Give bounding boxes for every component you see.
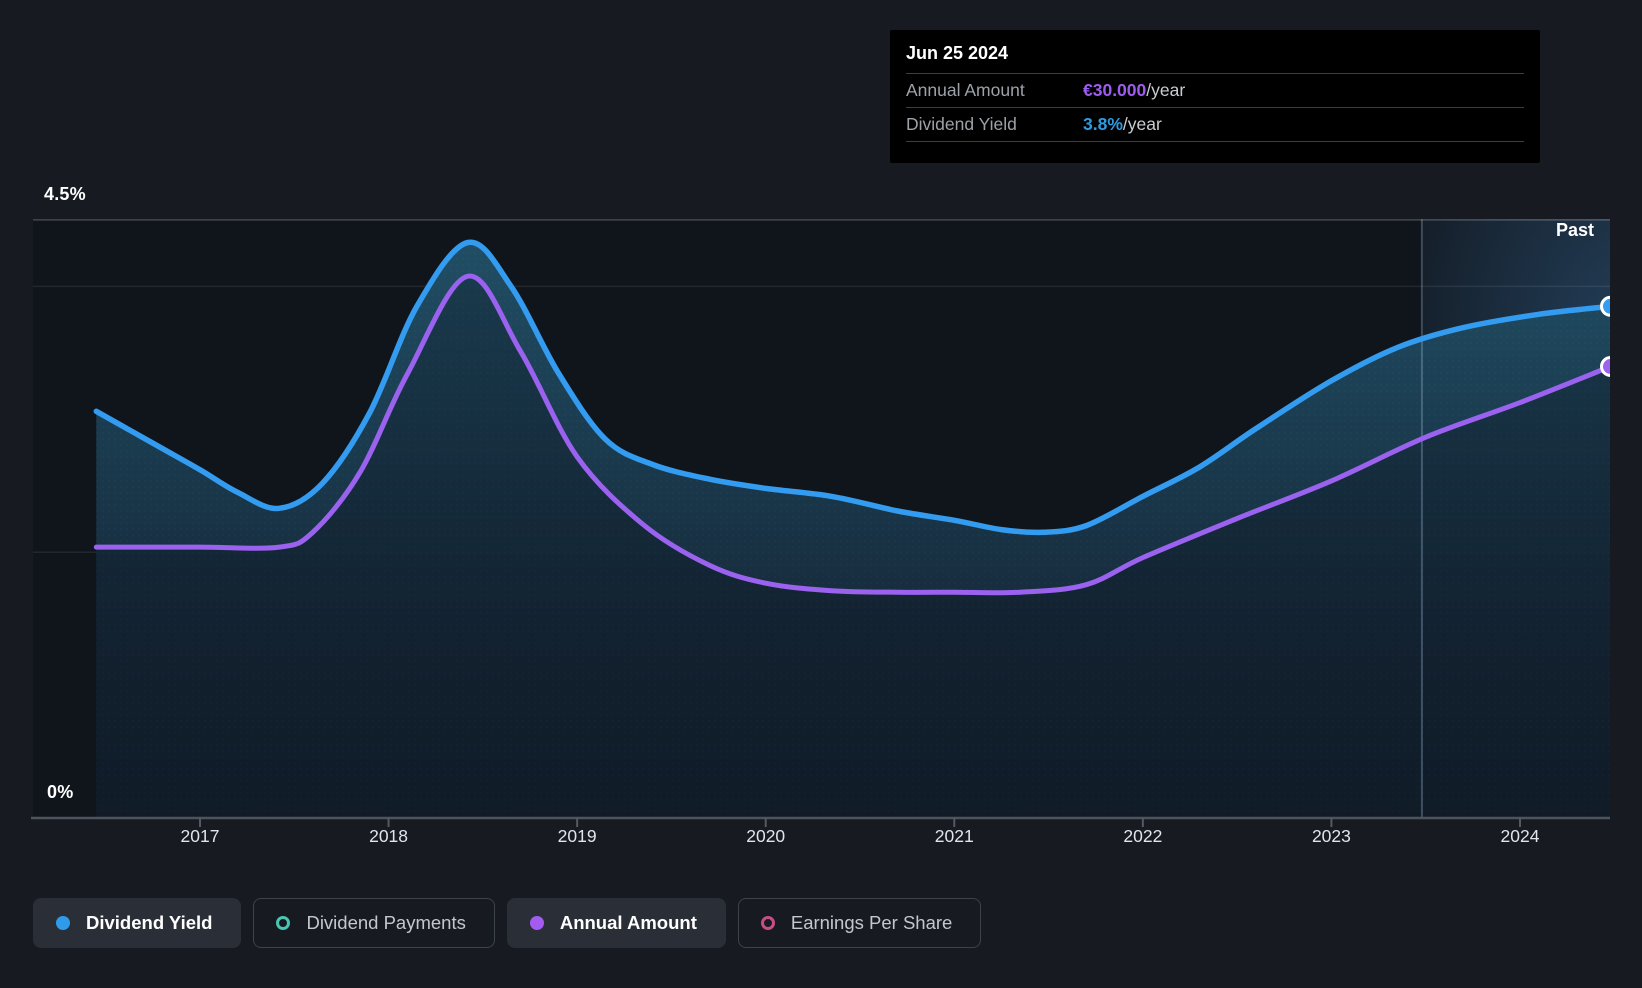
tooltip-row-value: 3.8% xyxy=(1083,114,1123,134)
tooltip-row-label: Dividend Yield xyxy=(906,114,1017,134)
dividend-yield-marker-icon xyxy=(56,916,70,930)
tooltip-row-suffix: /year xyxy=(1122,114,1162,134)
x-axis-label-2022: 2022 xyxy=(1123,826,1163,846)
x-axis-label-2019: 2019 xyxy=(557,826,597,846)
x-axis-label-2018: 2018 xyxy=(369,826,409,846)
earnings-per-share-marker-icon xyxy=(760,916,775,930)
legend-label: Dividend Payments xyxy=(306,912,466,933)
annual-amount-line[interactable] xyxy=(93,273,1613,596)
legend-label: Dividend Yield xyxy=(86,912,213,933)
legend-button-earnings-per-share[interactable]: Earnings Per Share xyxy=(737,898,982,948)
tooltip-row-0: Annual Amount €30.000/year xyxy=(906,73,1524,107)
dividend-payments-marker-icon xyxy=(276,916,291,930)
legend-label: Earnings Per Share xyxy=(790,912,953,933)
tooltip-bottom-rule xyxy=(906,141,1524,158)
past-section-label: Past xyxy=(1555,220,1594,240)
chart-legend: Dividend Yield Dividend Payments Annual Am… xyxy=(33,898,982,948)
legend-button-dividend-payments[interactable]: Dividend Payments xyxy=(253,898,495,948)
legend-button-dividend-yield[interactable]: Dividend Yield xyxy=(33,898,242,948)
legend-button-annual-amount[interactable]: Annual Amount xyxy=(506,898,726,948)
annual-amount-area xyxy=(96,275,1611,818)
x-axis-label-2021: 2021 xyxy=(934,826,974,846)
y-axis-top-label: 4.5% xyxy=(44,184,86,204)
chart-tooltip: Jun 25 2024 Annual Amount €30.000/year Div… xyxy=(890,30,1540,163)
y-axis-bottom-label: 0% xyxy=(47,782,74,802)
legend-label: Annual Amount xyxy=(559,912,697,933)
tooltip-row-value: €30.000 xyxy=(1083,80,1147,100)
right-clip-mask xyxy=(1610,0,1642,988)
x-axis-ticks xyxy=(199,818,1521,827)
x-axis-label-2024: 2024 xyxy=(1500,826,1540,846)
x-axis-label-2020: 2020 xyxy=(746,826,786,846)
x-axis-label-2017: 2017 xyxy=(180,826,220,846)
tooltip-row-label: Annual Amount xyxy=(906,80,1025,100)
x-axis-label-2023: 2023 xyxy=(1311,826,1351,846)
tooltip-row-suffix: /year xyxy=(1146,80,1186,100)
tooltip-row-1: Dividend Yield 3.8%/year xyxy=(906,107,1524,141)
dividend-yield-line[interactable] xyxy=(93,239,1614,536)
annual-amount-marker-icon xyxy=(529,916,544,930)
tooltip-date: Jun 25 2024 xyxy=(906,43,1009,63)
